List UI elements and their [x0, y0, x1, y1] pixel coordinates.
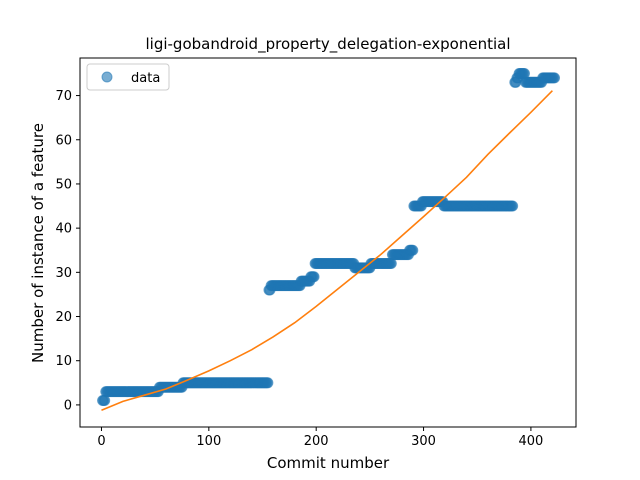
x-tick-label: 300 [411, 434, 436, 449]
x-tick-label: 400 [518, 434, 543, 449]
x-tick-label: 200 [304, 434, 329, 449]
plot-layer [97, 67, 561, 411]
legend: data [86, 63, 170, 91]
y-axis-label: Number of instance of a feature [29, 123, 47, 363]
ticks-layer: 0 100 200 300 400 0 10 20 30 40 50 60 70 [55, 89, 543, 449]
legend-box [86, 63, 170, 91]
x-axis-label: Commit number [267, 454, 390, 472]
plot-frame [79, 57, 577, 428]
fit-line [101, 90, 553, 411]
chart-title: ligi-gobandroid_property_delegation-expo… [146, 35, 511, 54]
data-point [507, 200, 519, 212]
legend-label-data: data [131, 71, 160, 86]
y-tick-label: 0 [64, 398, 72, 413]
y-tick-label: 50 [55, 177, 72, 192]
y-tick-label: 70 [55, 89, 72, 104]
x-tick-label: 0 [97, 434, 105, 449]
y-tick-label: 60 [55, 133, 72, 148]
y-tick-label: 30 [55, 266, 72, 281]
data-point [549, 72, 561, 84]
data-point [262, 377, 274, 389]
legend-marker-data [101, 71, 113, 83]
y-tick-label: 20 [55, 310, 72, 325]
data-point [407, 244, 419, 256]
data-point [308, 271, 320, 283]
y-tick-label: 10 [55, 354, 72, 369]
y-tick-label: 40 [55, 222, 72, 237]
x-tick-label: 100 [196, 434, 221, 449]
